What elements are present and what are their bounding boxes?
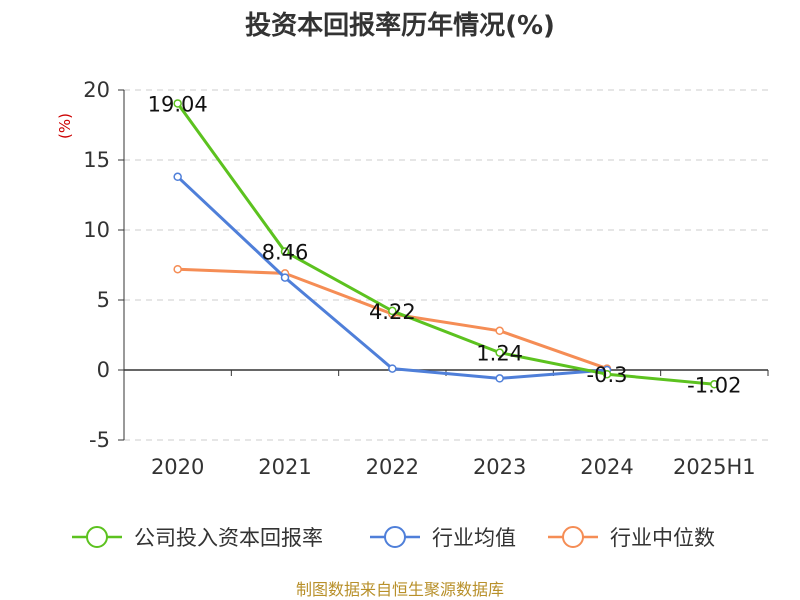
data-label: 8.46	[262, 241, 309, 265]
data-point	[495, 374, 504, 383]
legend-marker	[86, 526, 108, 548]
series-line	[176, 175, 608, 380]
series-line	[176, 102, 715, 386]
data-labels: 19.04 8.46 4.22 1.24 -0.3 -1.02	[148, 92, 742, 397]
data-point	[173, 172, 182, 182]
y-axis-unit: (%)	[56, 113, 74, 139]
data-label: 4.22	[369, 300, 416, 324]
data-point	[495, 326, 504, 336]
x-tick-label: 2020	[151, 455, 204, 479]
legend-label: 行业中位数	[610, 526, 715, 550]
data-label: -1.02	[687, 373, 741, 397]
data-point	[495, 348, 504, 357]
data-point	[388, 364, 397, 373]
series-lines	[173, 99, 719, 389]
legend-marker	[562, 526, 584, 548]
y-tick-label: 15	[83, 148, 110, 172]
data-label: -0.3	[587, 363, 628, 387]
x-tick-label: 2022	[366, 455, 419, 479]
legend-label: 公司投入资本回报率	[134, 526, 323, 550]
y-tick-label: 20	[83, 78, 110, 102]
data-point	[173, 99, 182, 108]
grid-lines	[124, 89, 768, 441]
y-tick-labels: -5 0 5 10 15 20	[83, 78, 110, 452]
data-label: 19.04	[148, 92, 208, 116]
data-point	[280, 247, 290, 256]
x-tick-label: 2023	[473, 455, 526, 479]
legend: 公司投入资本回报率 行业均值 行业中位数	[72, 526, 715, 550]
x-tick-labels: 2020 2021 2022 2023 2024 2025H1	[151, 455, 756, 479]
chart-title: 投资本回报率历年情况(%)	[245, 10, 555, 41]
y-tick-label: 10	[83, 218, 110, 242]
x-tick-label: 2021	[258, 455, 311, 479]
y-tick-label: 5	[97, 288, 110, 312]
legend-label: 行业均值	[432, 526, 516, 550]
y-tick-label: -5	[89, 428, 110, 452]
y-tick-label: 0	[97, 358, 110, 382]
data-point	[280, 273, 290, 282]
data-point	[388, 306, 397, 316]
legend-marker	[384, 526, 406, 548]
source-note: 制图数据来自恒生聚源数据库	[296, 580, 504, 599]
axes	[118, 89, 769, 441]
data-point	[710, 380, 719, 389]
data-point	[602, 369, 612, 379]
x-tick-label: 2025H1	[673, 455, 756, 479]
x-tick-label: 2024	[580, 455, 633, 479]
data-label: 1.24	[476, 342, 523, 366]
data-point	[173, 264, 182, 274]
